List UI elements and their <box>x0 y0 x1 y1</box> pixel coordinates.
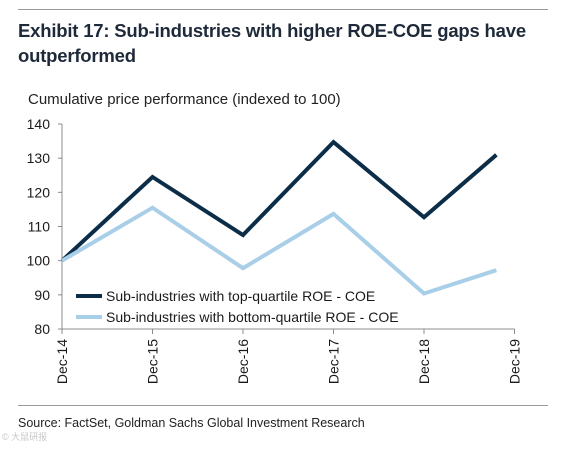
x-tick-label: Dec-16 <box>235 339 251 384</box>
y-tick-label: 140 <box>27 116 51 132</box>
x-tick-label: Dec-14 <box>54 339 70 384</box>
x-tick-label: Dec-19 <box>507 339 523 384</box>
series-lines <box>60 139 498 296</box>
legend-label-bottom-quartile: Sub-industries with bottom-quartile ROE … <box>106 309 399 325</box>
x-tick-label: Dec-15 <box>145 339 161 384</box>
series-line-top-quartile <box>60 139 498 263</box>
y-tick-label: 90 <box>34 287 50 303</box>
y-tick-label: 130 <box>27 150 51 166</box>
legend-label-top-quartile: Sub-industries with top-quartile ROE - C… <box>106 288 375 304</box>
series-line-bottom-quartile <box>60 205 498 296</box>
top-rule <box>18 9 548 10</box>
y-tick-label: 120 <box>27 184 51 200</box>
legend: Sub-industries with top-quartile ROE - C… <box>76 288 399 325</box>
y-tick-label: 110 <box>28 219 51 235</box>
source-note: Source: FactSet, Goldman Sachs Global In… <box>18 416 365 430</box>
x-tick-label: Dec-17 <box>326 339 342 384</box>
y-axis: 80 90 100 110 120 130 140 <box>27 116 63 337</box>
x-tick-label: Dec-18 <box>416 339 432 384</box>
y-tick-label: 80 <box>34 321 50 337</box>
chart-subtitle: Cumulative price performance (indexed to… <box>28 91 341 108</box>
x-axis: Dec-14 Dec-15 Dec-16 Dec-17 Dec-18 Dec-19 <box>54 328 523 384</box>
bottom-rule <box>18 405 548 406</box>
watermark: © 大鼠研报 <box>2 432 48 442</box>
exhibit-title: Exhibit 17: Sub-industries with higher R… <box>18 20 526 66</box>
y-tick-label: 100 <box>27 253 51 269</box>
